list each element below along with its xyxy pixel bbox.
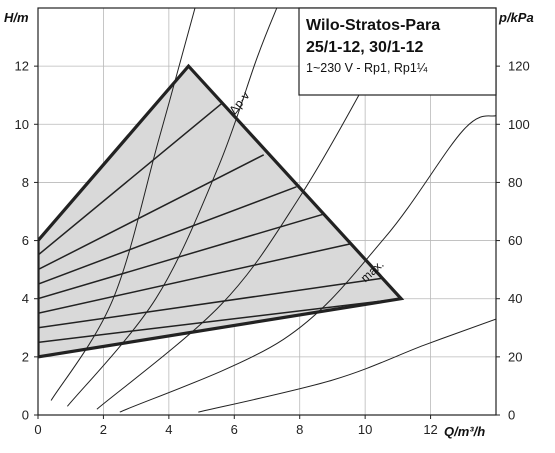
system-curve (50, 8, 196, 401)
y-tick-label-left: 4 (22, 291, 29, 306)
x-tick-label: 4 (165, 422, 172, 437)
y-tick-label-right: 60 (508, 233, 522, 248)
x-tick-label: 0 (34, 422, 41, 437)
operating-envelope (38, 66, 402, 357)
control-line (38, 186, 297, 285)
control-line (38, 277, 382, 329)
control-line (38, 242, 353, 314)
y-tick-label-left: 6 (22, 233, 29, 248)
x-tick-label: 2 (100, 422, 107, 437)
control-line (38, 154, 265, 271)
control-line (38, 297, 402, 344)
control-line (38, 103, 222, 256)
control-lines (38, 103, 402, 344)
y-tick-label-left: 10 (15, 117, 29, 132)
system-curve (119, 115, 496, 413)
y-tick-label-left: 12 (15, 59, 29, 74)
y-tick-label-left: 2 (22, 349, 29, 364)
x-tick-label: 10 (358, 422, 372, 437)
y-tick-label-left: 8 (22, 175, 29, 190)
y-tick-label-right: 120 (508, 59, 530, 74)
y-tick-label-right: 40 (508, 291, 522, 306)
y-axis-label-left: H/m (4, 10, 29, 25)
y-tick-label-right: 100 (508, 117, 530, 132)
x-tick-label: 8 (296, 422, 303, 437)
x-tick-label: 6 (231, 422, 238, 437)
title-box: Wilo-Stratos-Para 25/1-12, 30/1-12 1~230… (298, 7, 497, 96)
title-line-2: 25/1-12, 30/1-12 (306, 39, 424, 56)
system-curve (198, 318, 496, 413)
operating-envelope-outline (38, 63, 405, 359)
y-tick-label-right: 80 (508, 175, 522, 190)
plot-frame (37, 7, 497, 416)
y-tick-label-left: 0 (22, 408, 29, 423)
y-axis-label-right: p/kPa (498, 10, 534, 25)
y-tick-label-right: 0 (508, 408, 515, 423)
x-axis-label: Q/m³/h (444, 424, 485, 439)
subtitle: 1~230 V - Rp1, Rp1¼ (306, 61, 428, 75)
title-line-1: Wilo-Stratos-Para (306, 17, 440, 34)
title-box-frame (298, 7, 497, 96)
x-tick-label: 12 (423, 422, 437, 437)
y-tick-label-right: 20 (508, 349, 522, 364)
control-line (38, 213, 323, 300)
